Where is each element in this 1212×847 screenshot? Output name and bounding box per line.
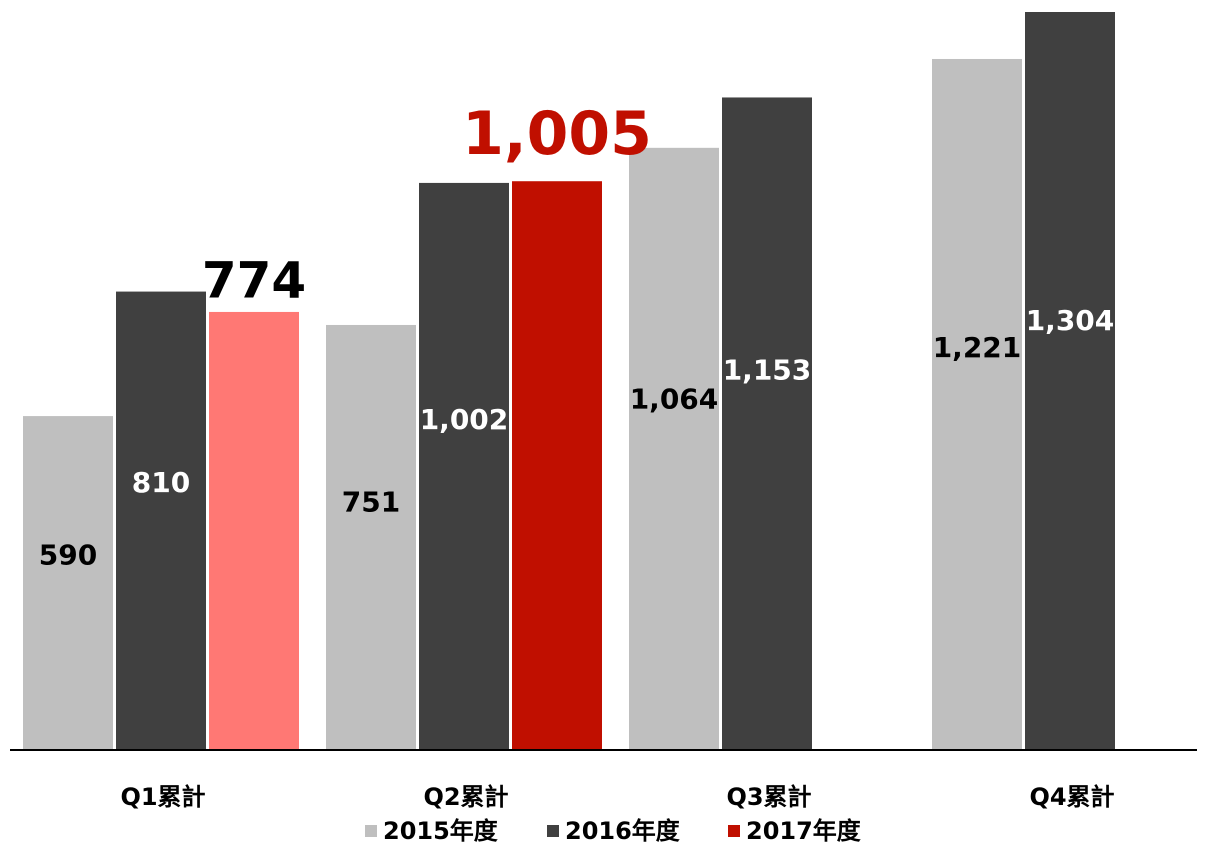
bar <box>932 58 1022 750</box>
value-label: 1,153 <box>723 354 812 387</box>
bar <box>326 324 416 750</box>
bar <box>116 291 206 750</box>
legend-swatch <box>547 825 559 837</box>
legend-label: 2015年度 <box>383 817 499 845</box>
value-label: 1,221 <box>933 331 1022 364</box>
value-label: 1,304 <box>1026 304 1115 337</box>
value-label: 1,005 <box>462 99 652 169</box>
legend-label: 2017年度 <box>746 817 862 845</box>
value-label: 810 <box>132 466 190 499</box>
x-tick-label: Q3累計 <box>726 783 811 811</box>
x-tick-label: Q2累計 <box>423 783 508 811</box>
bar <box>1025 12 1115 750</box>
x-tick-label: Q1累計 <box>120 783 205 811</box>
bar <box>722 97 812 750</box>
value-label: 590 <box>39 538 97 571</box>
legend-swatch <box>365 825 377 837</box>
legend-label: 2016年度 <box>565 817 681 845</box>
value-label: 751 <box>342 485 400 518</box>
bar <box>419 182 509 750</box>
x-tick-label: Q4累計 <box>1029 783 1114 811</box>
legend-swatch <box>728 825 740 837</box>
value-label: 1,064 <box>630 383 719 416</box>
bar <box>209 311 299 750</box>
value-label: 1,002 <box>420 403 509 436</box>
bar <box>512 181 602 750</box>
bar <box>23 416 113 750</box>
value-label: 774 <box>202 251 306 309</box>
bar <box>629 147 719 750</box>
